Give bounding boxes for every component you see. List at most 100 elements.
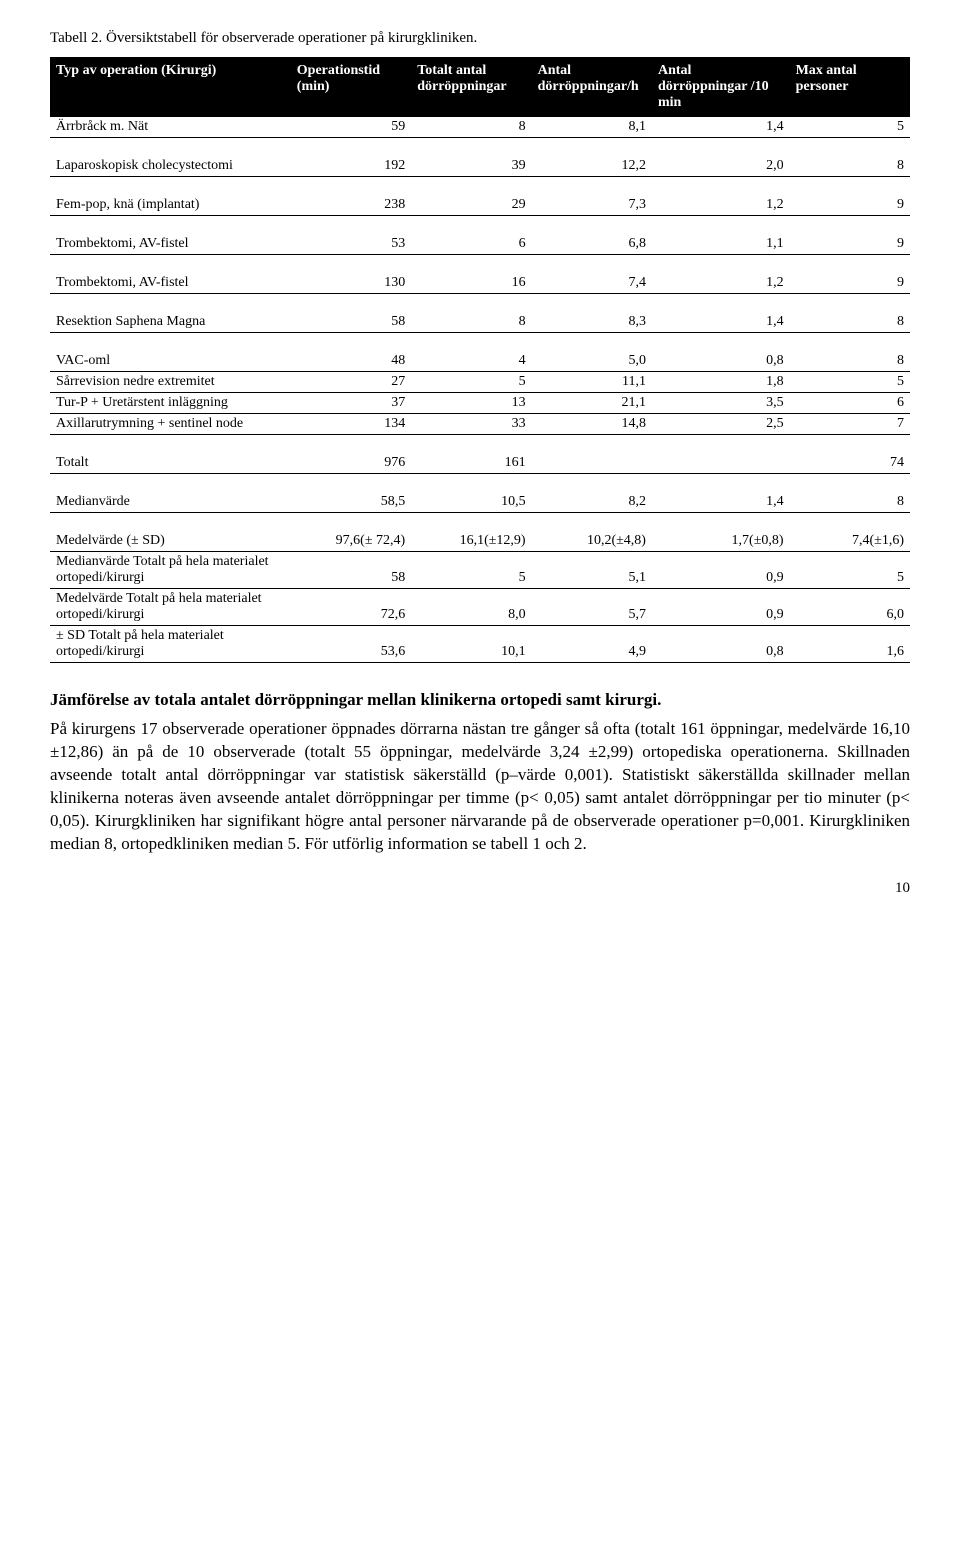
table-row: Trombektomi, AV-fistel130167,41,29 bbox=[50, 273, 910, 294]
table-row: Medianvärde Totalt på hela materialet or… bbox=[50, 552, 910, 589]
row-value: 27 bbox=[291, 372, 411, 393]
table-caption: Tabell 2. Översiktstabell för observerad… bbox=[50, 30, 910, 47]
row-value: 5,1 bbox=[532, 552, 652, 589]
table-row: Resektion Saphena Magna5888,31,48 bbox=[50, 312, 910, 333]
row-value: 9 bbox=[790, 234, 910, 255]
row-value: 0,8 bbox=[652, 626, 790, 663]
row-label: Resektion Saphena Magna bbox=[50, 312, 291, 333]
col-header: Max antal personer bbox=[790, 57, 910, 117]
row-value: 5 bbox=[790, 117, 910, 138]
row-value: 7,4(±1,6) bbox=[790, 531, 910, 552]
table-row: VAC-oml4845,00,88 bbox=[50, 351, 910, 372]
table-header-row: Typ av operation (Kirurgi) Operationstid… bbox=[50, 57, 910, 117]
data-table: Typ av operation (Kirurgi) Operationstid… bbox=[50, 57, 910, 663]
row-value: 5 bbox=[411, 552, 531, 589]
row-value: 21,1 bbox=[532, 393, 652, 414]
row-value: 5 bbox=[790, 552, 910, 589]
table-row: Sårrevision nedre extremitet27511,11,85 bbox=[50, 372, 910, 393]
row-value: 3,5 bbox=[652, 393, 790, 414]
row-value: 4,9 bbox=[532, 626, 652, 663]
row-label: Trombektomi, AV-fistel bbox=[50, 273, 291, 294]
row-value: 2,5 bbox=[652, 414, 790, 435]
row-value: 9 bbox=[790, 195, 910, 216]
row-value: 39 bbox=[411, 156, 531, 177]
table-row: Totalt97616174 bbox=[50, 453, 910, 474]
page-number: 10 bbox=[50, 880, 910, 897]
row-value: 1,4 bbox=[652, 117, 790, 138]
row-value: 58,5 bbox=[291, 492, 411, 513]
row-label: Trombektomi, AV-fistel bbox=[50, 234, 291, 255]
table-spacer-row bbox=[50, 333, 910, 352]
row-value: 16 bbox=[411, 273, 531, 294]
table-spacer-row bbox=[50, 177, 910, 196]
table-spacer-row bbox=[50, 216, 910, 235]
row-value: 7,3 bbox=[532, 195, 652, 216]
row-value: 6,0 bbox=[790, 589, 910, 626]
row-value: 5,0 bbox=[532, 351, 652, 372]
row-value: 192 bbox=[291, 156, 411, 177]
row-value: 6 bbox=[790, 393, 910, 414]
row-value: 5 bbox=[790, 372, 910, 393]
row-value: 1,1 bbox=[652, 234, 790, 255]
row-value: 16,1(±12,9) bbox=[411, 531, 531, 552]
table-spacer-row bbox=[50, 513, 910, 532]
row-value: 1,7(±0,8) bbox=[652, 531, 790, 552]
col-header: Operationstid (min) bbox=[291, 57, 411, 117]
row-value: 8 bbox=[790, 156, 910, 177]
row-value: 53,6 bbox=[291, 626, 411, 663]
row-value: 33 bbox=[411, 414, 531, 435]
row-value: 7,4 bbox=[532, 273, 652, 294]
table-spacer-row bbox=[50, 255, 910, 274]
table-row: Medelvärde Totalt på hela materialet ort… bbox=[50, 589, 910, 626]
table-row: ± SD Totalt på hela materialet ortopedi/… bbox=[50, 626, 910, 663]
row-value: 10,5 bbox=[411, 492, 531, 513]
row-label: Medianvärde bbox=[50, 492, 291, 513]
row-value bbox=[652, 453, 790, 474]
row-value: 1,8 bbox=[652, 372, 790, 393]
row-value: 1,6 bbox=[790, 626, 910, 663]
row-label: Fem-pop, knä (implantat) bbox=[50, 195, 291, 216]
row-value bbox=[532, 453, 652, 474]
row-label: ± SD Totalt på hela materialet ortopedi/… bbox=[50, 626, 291, 663]
table-row: Axillarutrymning + sentinel node1343314,… bbox=[50, 414, 910, 435]
row-label: Medelvärde Totalt på hela materialet ort… bbox=[50, 589, 291, 626]
row-value: 4 bbox=[411, 351, 531, 372]
row-value: 130 bbox=[291, 273, 411, 294]
row-value: 7 bbox=[790, 414, 910, 435]
row-value: 8 bbox=[411, 117, 531, 138]
table-spacer-row bbox=[50, 435, 910, 454]
row-value: 13 bbox=[411, 393, 531, 414]
table-row: Fem-pop, knä (implantat)238297,31,29 bbox=[50, 195, 910, 216]
row-value: 9 bbox=[790, 273, 910, 294]
row-label: Medelvärde (± SD) bbox=[50, 531, 291, 552]
row-value: 72,6 bbox=[291, 589, 411, 626]
row-value: 1,4 bbox=[652, 492, 790, 513]
row-value: 1,2 bbox=[652, 195, 790, 216]
col-header: Antal dörröppningar /10 min bbox=[652, 57, 790, 117]
row-value: 8 bbox=[790, 312, 910, 333]
row-value: 59 bbox=[291, 117, 411, 138]
row-value: 12,2 bbox=[532, 156, 652, 177]
row-value: 8,0 bbox=[411, 589, 531, 626]
row-value: 10,2(±4,8) bbox=[532, 531, 652, 552]
row-label: Tur-P + Uretärstent inläggning bbox=[50, 393, 291, 414]
row-value: 10,1 bbox=[411, 626, 531, 663]
row-value: 0,9 bbox=[652, 552, 790, 589]
row-value: 1,4 bbox=[652, 312, 790, 333]
row-value: 74 bbox=[790, 453, 910, 474]
row-value: 134 bbox=[291, 414, 411, 435]
table-spacer-row bbox=[50, 474, 910, 493]
row-value: 6 bbox=[411, 234, 531, 255]
row-value: 58 bbox=[291, 312, 411, 333]
table-spacer-row bbox=[50, 138, 910, 157]
row-label: Totalt bbox=[50, 453, 291, 474]
row-value: 53 bbox=[291, 234, 411, 255]
row-value: 8 bbox=[790, 351, 910, 372]
col-header: Totalt antal dörröppningar bbox=[411, 57, 531, 117]
row-value: 8,3 bbox=[532, 312, 652, 333]
table-spacer-row bbox=[50, 294, 910, 313]
row-label: Axillarutrymning + sentinel node bbox=[50, 414, 291, 435]
row-value: 0,9 bbox=[652, 589, 790, 626]
section-heading: Jämförelse av totala antalet dörröppning… bbox=[50, 689, 910, 712]
row-label: Laparoskopisk cholecystectomi bbox=[50, 156, 291, 177]
